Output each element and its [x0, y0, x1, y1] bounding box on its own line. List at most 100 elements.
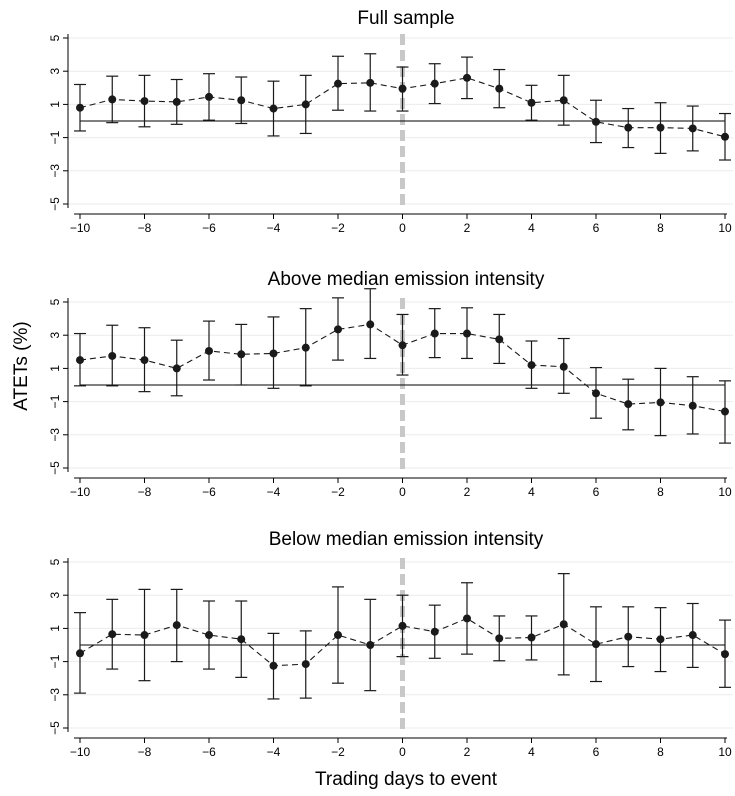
- data-point: [205, 631, 213, 640]
- data-point: [140, 356, 149, 365]
- data-point: [527, 633, 536, 642]
- data-point: [495, 84, 504, 93]
- data-point: [398, 341, 407, 350]
- data-point: [624, 632, 633, 641]
- x-tick-label: −8: [138, 745, 152, 759]
- x-tick-label: 8: [657, 221, 664, 235]
- y-tick-label: 1: [48, 625, 62, 632]
- x-tick-label: 6: [593, 485, 600, 499]
- x-tick-label: −2: [331, 745, 345, 759]
- data-point: [463, 329, 471, 338]
- y-tick-label: −3: [48, 164, 62, 178]
- data-point: [205, 346, 213, 355]
- chart-panel-3: Below median emission intensity −5 −3 −1 1 3 5…: [48, 529, 733, 759]
- x-tick-label: 4: [528, 221, 535, 235]
- y-axis-label: ATETs (%): [11, 321, 32, 410]
- data-point: [269, 349, 278, 358]
- data-point: [269, 661, 278, 670]
- x-tick-label: −10: [70, 745, 91, 759]
- data-point: [430, 627, 439, 636]
- x-tick-label: −6: [202, 221, 216, 235]
- data-point: [237, 350, 246, 359]
- data-point: [559, 362, 568, 371]
- x-axis-label: Trading days to event: [315, 769, 498, 790]
- data-point: [688, 401, 697, 410]
- y-tick-label: 5: [48, 298, 62, 305]
- data-point: [366, 320, 375, 329]
- data-point: [237, 635, 246, 644]
- x-tick-label: 8: [657, 485, 664, 499]
- y-tick-label: −5: [48, 461, 62, 475]
- x-tick-label: −10: [70, 221, 91, 235]
- data-point: [172, 97, 181, 106]
- y-tick-label: −5: [48, 197, 62, 211]
- x-tick-label: −4: [267, 485, 281, 499]
- x-tick-label: 2: [464, 221, 471, 235]
- data-point: [205, 92, 213, 101]
- y-tick-label: 3: [48, 592, 62, 599]
- data-point: [76, 649, 84, 658]
- x-tick-label: −2: [331, 485, 345, 499]
- data-point: [624, 123, 633, 132]
- data-point: [721, 407, 729, 416]
- x-tick-label: −4: [267, 745, 281, 759]
- x-tick-label: 0: [399, 221, 406, 235]
- x-tick-label: −6: [202, 745, 216, 759]
- x-tick-label: −8: [138, 221, 152, 235]
- data-point: [430, 79, 439, 88]
- data-point: [301, 343, 310, 352]
- data-point: [237, 96, 246, 105]
- data-point: [721, 132, 729, 141]
- x-tick-label: 0: [399, 745, 406, 759]
- data-point: [592, 389, 600, 398]
- panel-title: Full sample: [357, 8, 454, 29]
- data-point: [172, 364, 181, 373]
- x-tick-label: −4: [267, 221, 281, 235]
- y-tick-label: 1: [48, 101, 62, 108]
- data-point: [334, 631, 342, 640]
- data-point: [624, 400, 633, 409]
- data-point: [140, 97, 149, 106]
- data-point: [721, 650, 729, 659]
- panel-title: Above median emission intensity: [268, 269, 545, 290]
- x-tick-label: 6: [593, 745, 600, 759]
- data-point: [688, 124, 697, 133]
- series-line: [79, 617, 726, 667]
- y-tick-label: −1: [48, 394, 62, 408]
- y-tick-label: 5: [48, 558, 62, 565]
- x-tick-label: 6: [593, 221, 600, 235]
- data-point: [108, 351, 117, 360]
- data-point: [398, 621, 407, 630]
- y-tick-label: 3: [48, 332, 62, 339]
- data-point: [140, 631, 149, 640]
- data-point: [269, 104, 278, 113]
- data-point: [656, 123, 665, 132]
- x-tick-label: 2: [464, 745, 471, 759]
- y-tick-label: 5: [48, 34, 62, 41]
- data-point: [463, 73, 471, 82]
- y-tick-label: −1: [48, 654, 62, 668]
- y-tick-label: −3: [48, 688, 62, 702]
- x-tick-label: −6: [202, 485, 216, 499]
- data-point: [495, 634, 504, 643]
- data-point: [656, 398, 665, 407]
- data-point: [592, 640, 600, 649]
- data-point: [463, 614, 471, 623]
- data-point: [366, 641, 375, 649]
- x-tick-label: −10: [70, 485, 91, 499]
- data-point: [559, 620, 568, 629]
- x-tick-label: 0: [399, 485, 406, 499]
- x-tick-label: 10: [718, 745, 732, 759]
- y-tick-label: −1: [48, 130, 62, 144]
- data-point: [334, 325, 342, 334]
- x-tick-label: −2: [331, 221, 345, 235]
- data-point: [76, 103, 84, 112]
- x-tick-label: 2: [464, 485, 471, 499]
- data-point: [398, 84, 407, 93]
- data-point: [688, 631, 697, 640]
- x-tick-label: 10: [718, 485, 732, 499]
- chart-panel-2: Above median emission intensity −5 −3 −1 1 3 5…: [48, 269, 733, 499]
- data-point: [301, 660, 310, 669]
- data-point: [366, 78, 375, 87]
